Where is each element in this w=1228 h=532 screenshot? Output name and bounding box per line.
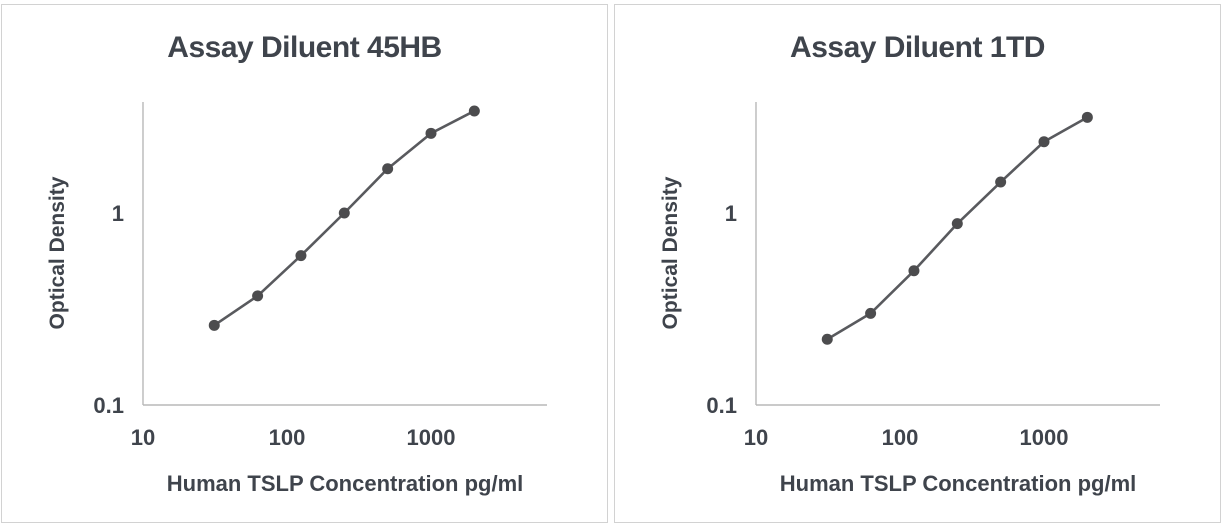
x-tick-label: 10 bbox=[131, 425, 155, 450]
data-point bbox=[338, 207, 350, 219]
data-point bbox=[951, 218, 963, 230]
y-tick-label: 0.1 bbox=[706, 393, 737, 418]
x-tick-label: 100 bbox=[269, 425, 306, 450]
data-point bbox=[382, 163, 394, 175]
y-tick-label: 1 bbox=[725, 201, 737, 226]
chart-panel-45hb: Assay Diluent 45HB Optical Density 10 100… bbox=[1, 4, 608, 523]
data-point bbox=[252, 290, 264, 302]
x-tick-label: 1000 bbox=[1020, 425, 1069, 450]
x-axis-title: Human TSLP Concentration pg/ml bbox=[779, 471, 1137, 496]
chart-title-1td: Assay Diluent 1TD bbox=[790, 31, 1045, 64]
data-point bbox=[468, 105, 480, 117]
plot-area: 10 100 1000 0.1 1 bbox=[706, 102, 1160, 450]
data-point bbox=[865, 307, 877, 319]
data-point bbox=[295, 250, 307, 262]
data-point bbox=[1038, 136, 1050, 148]
x-tick-label: 100 bbox=[882, 425, 919, 450]
chart-title-45hb: Assay Diluent 45HB bbox=[167, 31, 442, 64]
x-tick-label: 1000 bbox=[407, 425, 456, 450]
x-axis-title: Human TSLP Concentration pg/ml bbox=[166, 471, 524, 496]
x-tick-label: 10 bbox=[744, 425, 768, 450]
y-tick-label: 1 bbox=[112, 201, 124, 226]
data-point bbox=[1081, 111, 1093, 123]
plot-area: 10 100 1000 0.1 1 bbox=[93, 102, 547, 450]
data-point bbox=[995, 176, 1007, 188]
data-point bbox=[425, 127, 437, 139]
data-point bbox=[908, 265, 920, 277]
data-point bbox=[821, 333, 833, 345]
chart-panel-1td: Assay Diluent 1TD Optical Density 10 100 1… bbox=[614, 4, 1221, 523]
y-tick-label: 0.1 bbox=[93, 393, 124, 418]
data-point bbox=[208, 319, 220, 331]
